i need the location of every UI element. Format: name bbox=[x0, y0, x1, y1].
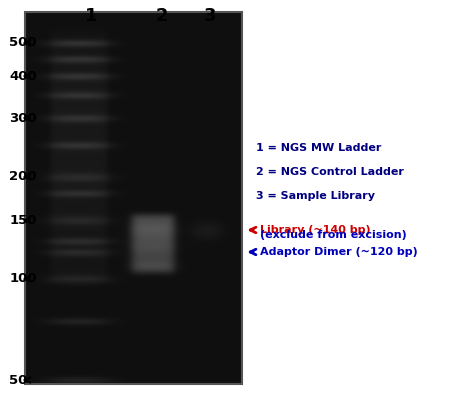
Text: Library (~140 bp): Library (~140 bp) bbox=[260, 225, 371, 235]
Text: 500: 500 bbox=[9, 36, 37, 50]
Text: 300: 300 bbox=[9, 112, 37, 124]
Text: 3: 3 bbox=[204, 7, 217, 25]
Text: 3 = Sample Library: 3 = Sample Library bbox=[256, 191, 375, 201]
Text: 100: 100 bbox=[9, 272, 37, 286]
Bar bbox=[25, 12, 242, 384]
Text: 200: 200 bbox=[9, 170, 37, 184]
Text: 150: 150 bbox=[9, 214, 37, 226]
Text: (exclude from excision): (exclude from excision) bbox=[260, 230, 407, 240]
Text: 1: 1 bbox=[85, 7, 98, 25]
Text: Adaptor Dimer (~120 bp): Adaptor Dimer (~120 bp) bbox=[260, 247, 418, 257]
Text: 1 = NGS MW Ladder: 1 = NGS MW Ladder bbox=[256, 143, 381, 153]
Text: 400: 400 bbox=[9, 70, 37, 82]
Text: 2 = NGS Control Ladder: 2 = NGS Control Ladder bbox=[256, 167, 404, 177]
Text: 50: 50 bbox=[9, 374, 27, 386]
Text: 2: 2 bbox=[156, 7, 169, 25]
